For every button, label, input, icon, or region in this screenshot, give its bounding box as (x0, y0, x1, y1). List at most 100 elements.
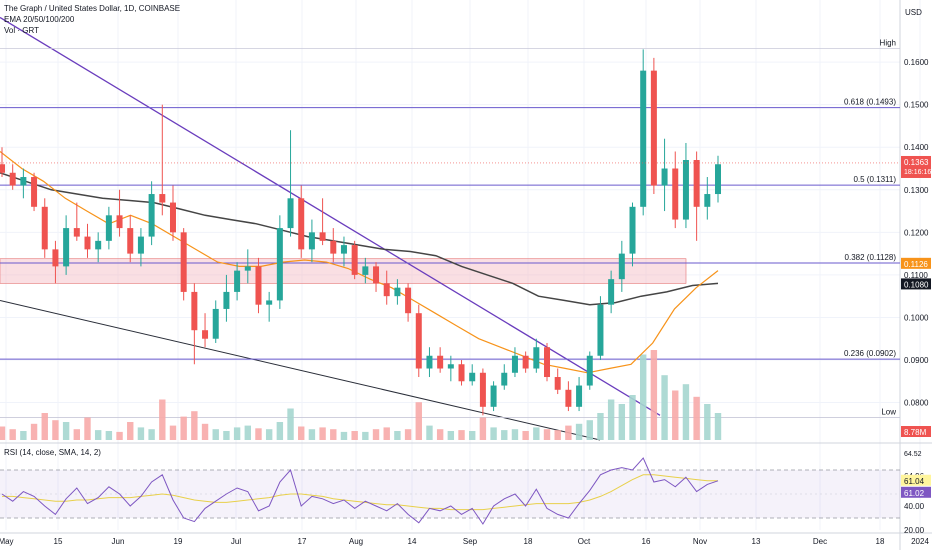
rsi-ma-badge (901, 474, 931, 486)
rsi-value-text: 61.02 (904, 489, 925, 498)
candle-body (234, 270, 241, 292)
symbol-title[interactable]: The Graph / United States Dollar, 1D, CO… (4, 3, 180, 14)
volume-bar (116, 431, 123, 440)
candle-body (693, 160, 700, 207)
time-axis[interactable]: May 15 Jun 19 Jul 17 Aug 14 Sep 18 Oct 16 Nov 13 Dec 18… (0, 537, 929, 546)
support-zone (0, 258, 687, 284)
candle-body (405, 287, 412, 314)
time-tick-label: 19 (174, 537, 183, 546)
volume-bar (212, 429, 219, 440)
candle-body (426, 355, 433, 369)
volume-bar (469, 431, 476, 440)
volume-bar (404, 429, 412, 440)
currency-label[interactable]: USD (905, 7, 922, 18)
volume-bar (533, 427, 540, 440)
volume-bar (704, 404, 711, 440)
ema-legend[interactable]: EMA 20/50/100/200 (4, 14, 74, 25)
volume-bar (426, 425, 433, 440)
volume-bar (543, 429, 551, 440)
volume-bar (714, 413, 722, 440)
volume-bar (276, 422, 284, 440)
volume-bar (351, 431, 358, 440)
volume-bar (415, 402, 422, 440)
volume-bar (223, 431, 230, 440)
candle-body (672, 168, 679, 220)
volume-bar (180, 416, 187, 440)
volume-bar (672, 390, 679, 440)
volume-bar (191, 411, 198, 440)
volume-bar (0, 426, 6, 440)
candle-body (576, 385, 583, 407)
volume-bar (565, 425, 572, 440)
time-tick-label: 17 (298, 537, 307, 546)
volume-legend[interactable]: Vol · GRT (4, 25, 39, 36)
volume-legend-text: Vol · GRT (4, 26, 39, 35)
time-tick-label: Sep (463, 537, 478, 546)
price-tick-label: 0.0800 (904, 399, 929, 408)
candle-body (715, 164, 721, 195)
candle-body (52, 249, 59, 267)
candle-body (383, 283, 390, 297)
volume-bar (73, 429, 81, 440)
ema200-badge (901, 278, 931, 290)
price-tick-label: 0.1200 (904, 228, 929, 237)
fib-label: 0.5 (0.1311) (853, 175, 896, 184)
fib-label: 0.236 (0.0902) (844, 349, 896, 358)
volume-bar (607, 399, 615, 440)
last-price-badge (901, 155, 931, 178)
candle-body (31, 177, 38, 207)
rsi-top-tick: 64.52 (904, 451, 922, 458)
volume-bar (330, 429, 337, 440)
candle-body (266, 300, 273, 305)
candle-body (682, 160, 689, 220)
candle-body (608, 279, 615, 305)
candle-body (116, 215, 123, 229)
candle-body (618, 253, 625, 280)
candle-body (522, 355, 529, 369)
candle-body (287, 198, 294, 229)
candle-body (629, 206, 636, 254)
volume-bar (41, 413, 48, 440)
time-tick-label: Dec (813, 537, 827, 546)
rsi-line (1, 457, 719, 525)
volume-bar (490, 427, 497, 440)
volume-bar (394, 431, 401, 440)
rsi-tick-label: 40.00 (904, 502, 925, 511)
candle-body (127, 228, 134, 254)
candle-body (501, 372, 508, 386)
volume-bar (340, 431, 348, 440)
rsi-value-badge (901, 486, 931, 498)
rsi-panel (0, 457, 900, 525)
volume-bar (201, 423, 209, 440)
rsi-tick-label: 20.00 (904, 526, 925, 535)
price-tick-label: 0.1500 (904, 101, 929, 110)
time-tick-label: 18 (876, 537, 885, 546)
volume-bar (501, 430, 508, 440)
candle-body (340, 245, 347, 254)
volume-bar (575, 423, 583, 440)
volume-bar (308, 429, 316, 440)
rsi-ma-text: 61.04 (904, 477, 925, 486)
candle-body (319, 232, 326, 241)
volume-bar (682, 384, 690, 440)
candle-body (511, 355, 518, 373)
descending-trendline-lower (0, 299, 601, 441)
candle-body (20, 177, 27, 186)
ema200-text: 0.1080 (904, 280, 929, 289)
rsi-ma-line (2, 474, 718, 511)
rsi-legend[interactable]: RSI (14, close, SMA, 14, 2) (4, 447, 101, 458)
candle-body (554, 377, 561, 390)
volume-bar (597, 413, 604, 440)
volume-bar (169, 425, 177, 440)
candle-body (597, 304, 604, 356)
candle-body (255, 266, 262, 305)
candle-body (490, 385, 497, 407)
candle-body (159, 194, 166, 203)
candle-body (169, 202, 176, 233)
volume-bar (94, 430, 102, 440)
candle-body (469, 372, 476, 382)
countdown-text: 18:16:16 (904, 169, 931, 176)
volume-bar (554, 430, 561, 440)
